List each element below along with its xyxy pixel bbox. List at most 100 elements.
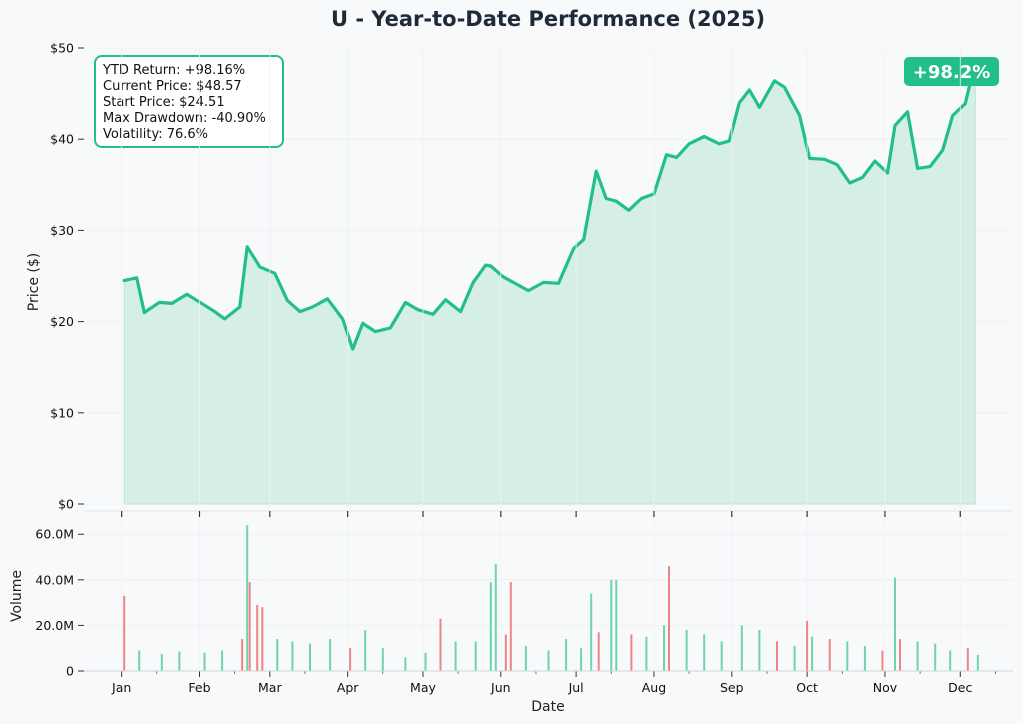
volume-bar xyxy=(424,652,427,671)
x-tick-label: Feb xyxy=(188,680,210,695)
volume-bar xyxy=(494,563,497,671)
stats-box-frame xyxy=(94,55,284,148)
volume-y-ticks: 0 20.0M 40.0M 60.0M xyxy=(35,527,84,679)
volume-bar xyxy=(547,650,550,671)
volume-bar xyxy=(504,634,507,671)
volume-bar xyxy=(203,652,206,671)
volume-bar xyxy=(509,582,512,671)
volume-bar xyxy=(276,639,279,671)
volume-bar xyxy=(863,645,866,671)
volume-bar xyxy=(261,607,264,671)
volume-bar xyxy=(256,604,259,671)
stat-current-price: Current Price: $48.57 xyxy=(103,79,242,94)
volume-bar xyxy=(610,579,613,671)
volume-bar xyxy=(899,639,901,671)
volume-bar xyxy=(663,625,665,671)
stat-volatility: Volatility: 76.6% xyxy=(103,127,208,142)
volume-bar xyxy=(138,650,141,671)
volume-bar xyxy=(454,641,457,671)
return-badge-label: +98.2% xyxy=(913,62,991,83)
volume-bar xyxy=(776,641,778,671)
price-y-tick-label: $40 xyxy=(50,132,74,147)
volume-bar xyxy=(668,566,670,671)
stat-max-drawdown: Max Drawdown: -40.90% xyxy=(103,111,266,126)
date-x-ticks: Jan Feb Mar Apr May Jun Jul Aug Sep Oct Nov Dec xyxy=(84,511,1013,695)
x-tick-label: May xyxy=(410,680,436,695)
volume-bar xyxy=(221,650,224,671)
volume-bar xyxy=(474,641,477,671)
volume-bar xyxy=(615,579,618,671)
volume-bar xyxy=(404,657,407,671)
volume-bar xyxy=(828,639,831,671)
volume-bar xyxy=(881,650,884,671)
x-tick-label: Sep xyxy=(720,680,744,695)
volume-bar xyxy=(309,643,311,671)
x-tick-label: Dec xyxy=(948,680,972,695)
volume-y-tick-label: 0 xyxy=(66,664,74,679)
return-badge-bg xyxy=(904,57,999,86)
volume-bar xyxy=(934,643,937,671)
volume-bar xyxy=(703,634,706,671)
volume-bar xyxy=(349,648,352,671)
volume-bar xyxy=(248,582,251,671)
volume-y-tick-label: 60.0M xyxy=(35,527,74,542)
x-tick-label: Aug xyxy=(642,680,666,695)
date-x-axis-label: Date xyxy=(531,699,564,715)
volume-bar xyxy=(597,632,600,672)
x-tick-label: Mar xyxy=(258,680,282,695)
volume-bar xyxy=(590,593,593,671)
price-y-tick-label: $50 xyxy=(50,41,74,56)
x-tick-label: Jul xyxy=(568,680,584,695)
volume-bar xyxy=(246,525,249,671)
volume-bar xyxy=(720,641,723,671)
x-tick-label: Nov xyxy=(873,680,898,695)
volume-bar xyxy=(565,639,568,671)
stat-ytd-return: YTD Return: +98.16% xyxy=(102,63,245,78)
x-tick-label: Jan xyxy=(111,680,131,695)
volume-bar xyxy=(329,639,332,671)
x-tick-label: Oct xyxy=(796,680,818,695)
volume-bar xyxy=(811,636,814,671)
volume-bar xyxy=(580,648,583,671)
volume-bar xyxy=(291,641,294,671)
volume-panel: 0 20.0M 40.0M 60.0M Jan Feb Mar Apr May Jun Jul Au… xyxy=(9,48,1013,715)
volume-bar xyxy=(381,648,384,671)
volume-bar xyxy=(364,630,367,671)
volume-bar xyxy=(645,636,648,671)
volume-bar xyxy=(966,648,969,671)
volume-bars xyxy=(123,525,979,672)
volume-bar xyxy=(894,577,896,671)
volume-bar xyxy=(740,625,743,671)
volume-bar xyxy=(916,641,919,671)
volume-bar xyxy=(630,634,633,671)
volume-bar xyxy=(524,645,527,671)
volume-bar xyxy=(949,650,952,671)
volume-y-tick-label: 20.0M xyxy=(35,618,74,633)
volume-bar xyxy=(846,641,849,671)
price-y-ticks: $0 $10 $20 $30 $40 $50 xyxy=(50,41,84,512)
volume-bar xyxy=(241,639,244,671)
price-y-tick-label: $0 xyxy=(58,497,74,512)
x-tick-label: Jun xyxy=(490,680,511,695)
volume-bar xyxy=(123,595,126,671)
return-badge: +98.2% xyxy=(904,57,999,86)
volume-bar xyxy=(178,651,181,671)
price-y-axis-label: Price ($) xyxy=(26,253,42,311)
price-y-tick-label: $30 xyxy=(50,223,74,238)
volume-bar xyxy=(806,620,809,671)
volume-bar xyxy=(793,645,796,671)
price-y-tick-label: $10 xyxy=(50,405,74,420)
volume-bar xyxy=(976,655,979,671)
x-tick-label: Apr xyxy=(337,680,359,695)
volume-bar xyxy=(685,630,688,671)
volume-bar xyxy=(489,582,492,671)
volume-bar xyxy=(160,653,163,671)
volume-y-axis-label: Volume xyxy=(9,570,25,622)
price-y-tick-label: $20 xyxy=(50,314,74,329)
volume-y-tick-label: 40.0M xyxy=(35,572,74,587)
price-panel: $0 $10 $20 $30 $40 $50 Price ($) YTD Return: … xyxy=(26,41,1013,512)
volume-bar xyxy=(758,630,761,671)
stats-box: YTD Return: +98.16% Current Price: $48.5… xyxy=(94,55,284,148)
chart-title: U - Year-to-Date Performance (2025) xyxy=(331,7,765,31)
